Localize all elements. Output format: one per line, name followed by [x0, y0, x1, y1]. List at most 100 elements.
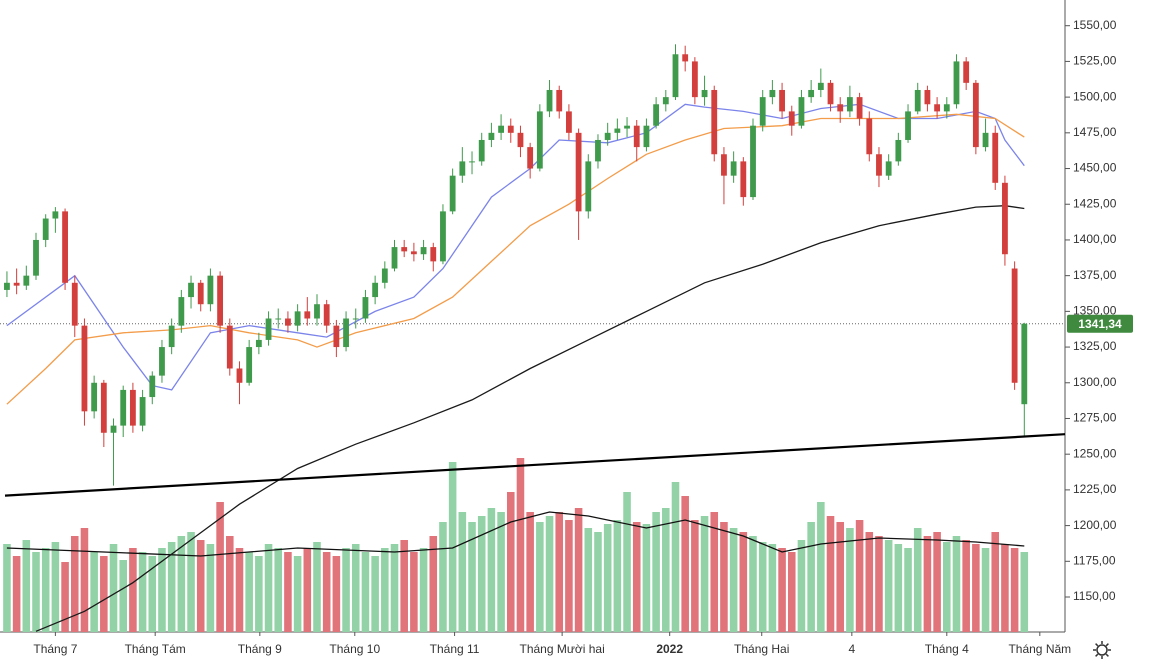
- candle-body: [207, 275, 214, 305]
- volume-bar: [778, 548, 786, 632]
- volume-bar: [913, 528, 922, 632]
- candle-body: [197, 282, 204, 305]
- candle-body: [643, 125, 650, 148]
- volume-bar: [565, 520, 573, 632]
- volume-bar: [390, 544, 399, 632]
- y-tick-label: 1550,00: [1073, 18, 1117, 32]
- candle-body: [226, 325, 233, 369]
- volume-bar: [642, 524, 651, 632]
- candle-body: [876, 154, 882, 176]
- settings-icon[interactable]: [1093, 641, 1111, 659]
- y-tick-label: 1450,00: [1073, 161, 1117, 175]
- candle-body: [982, 132, 989, 148]
- volume-bar: [255, 556, 263, 632]
- volume-bar: [923, 536, 932, 632]
- last-price-tag: [1067, 314, 1133, 333]
- candle-body: [129, 389, 136, 426]
- moving-average-line: [35, 205, 1025, 632]
- candle-body: [1011, 268, 1018, 383]
- volume-bar: [274, 548, 283, 632]
- volume-bar: [439, 522, 447, 632]
- candle-body: [730, 161, 737, 176]
- candle-body: [401, 247, 408, 252]
- candle-body: [285, 318, 291, 326]
- volume-bar: [700, 516, 709, 632]
- volume-bar: [933, 532, 941, 632]
- volume-bar: [962, 540, 970, 632]
- volume-bar: [739, 532, 748, 632]
- candle-body: [527, 147, 534, 169]
- volume-bar: [943, 542, 951, 632]
- candles: [4, 44, 1028, 486]
- candle-body: [701, 89, 708, 98]
- y-tick-label: 1375,00: [1073, 268, 1117, 282]
- candle-body: [343, 318, 349, 348]
- candle-body: [100, 382, 107, 433]
- candle-body: [314, 304, 320, 319]
- x-tick-label: Tháng Hai: [734, 642, 789, 656]
- volume-bar: [245, 552, 253, 632]
- candle-body: [110, 425, 117, 433]
- candle-body: [740, 161, 747, 198]
- settings-gear-teeth[interactable]: [1093, 641, 1111, 659]
- candle-body: [333, 325, 340, 348]
- candle-body: [188, 282, 194, 298]
- candle-body: [517, 132, 524, 148]
- volume-bar: [720, 522, 728, 632]
- volume-bar: [758, 542, 767, 632]
- volume-bar: [361, 552, 370, 632]
- candle-body: [750, 125, 756, 198]
- candle-body: [430, 247, 437, 262]
- volume-bar: [768, 544, 777, 632]
- candle-body: [972, 82, 979, 148]
- y-tick-label: 1475,00: [1073, 125, 1117, 139]
- candle-body: [323, 304, 330, 326]
- volume-bar: [574, 508, 583, 632]
- candle-body: [498, 125, 504, 133]
- x-tick-label: Tháng 11: [430, 642, 480, 656]
- candle-body: [469, 161, 475, 163]
- volume-bar: [632, 522, 641, 632]
- candle-body: [13, 282, 20, 286]
- candle-body: [837, 104, 844, 112]
- volume-bar: [12, 556, 21, 632]
- candle-body: [556, 89, 563, 112]
- candle-body: [817, 82, 824, 90]
- candle-body: [827, 82, 834, 105]
- volume-bar: [80, 528, 89, 632]
- candle-body: [4, 282, 10, 290]
- candle-body: [33, 239, 39, 276]
- volume-bars: [3, 458, 1029, 632]
- volume-bar: [855, 520, 864, 632]
- volume-bar: [477, 516, 486, 632]
- volume-bar: [448, 462, 457, 632]
- y-tick-label: 1425,00: [1073, 196, 1117, 210]
- settings-gear[interactable]: [1096, 644, 1108, 656]
- volume-bar: [972, 544, 980, 632]
- volume-bar: [51, 542, 60, 632]
- moving-average-line: [6, 113, 1025, 405]
- candle-body: [352, 318, 359, 320]
- volume-bar: [1020, 552, 1029, 632]
- candle-body: [372, 282, 379, 298]
- volume-bar: [22, 540, 31, 632]
- y-tick-label: 1350,00: [1073, 304, 1117, 318]
- candle-body: [866, 118, 873, 155]
- candle-body: [633, 125, 640, 148]
- volume-bar: [351, 544, 360, 632]
- candle-body: [178, 297, 185, 326]
- volume-bar: [652, 512, 660, 632]
- volume-bar: [70, 536, 79, 632]
- volume-bar: [458, 512, 467, 632]
- volume-bar: [807, 522, 815, 632]
- candle-body: [953, 61, 960, 105]
- volume-bar: [429, 536, 438, 632]
- candle-body: [779, 89, 785, 112]
- volume-bar: [884, 540, 893, 632]
- candle-body: [943, 104, 950, 112]
- moving-average-line: [6, 103, 1025, 391]
- candle-body: [992, 132, 999, 183]
- candle-body: [168, 325, 175, 348]
- x-tick-label: 4: [848, 642, 855, 656]
- volume-bar: [216, 502, 224, 632]
